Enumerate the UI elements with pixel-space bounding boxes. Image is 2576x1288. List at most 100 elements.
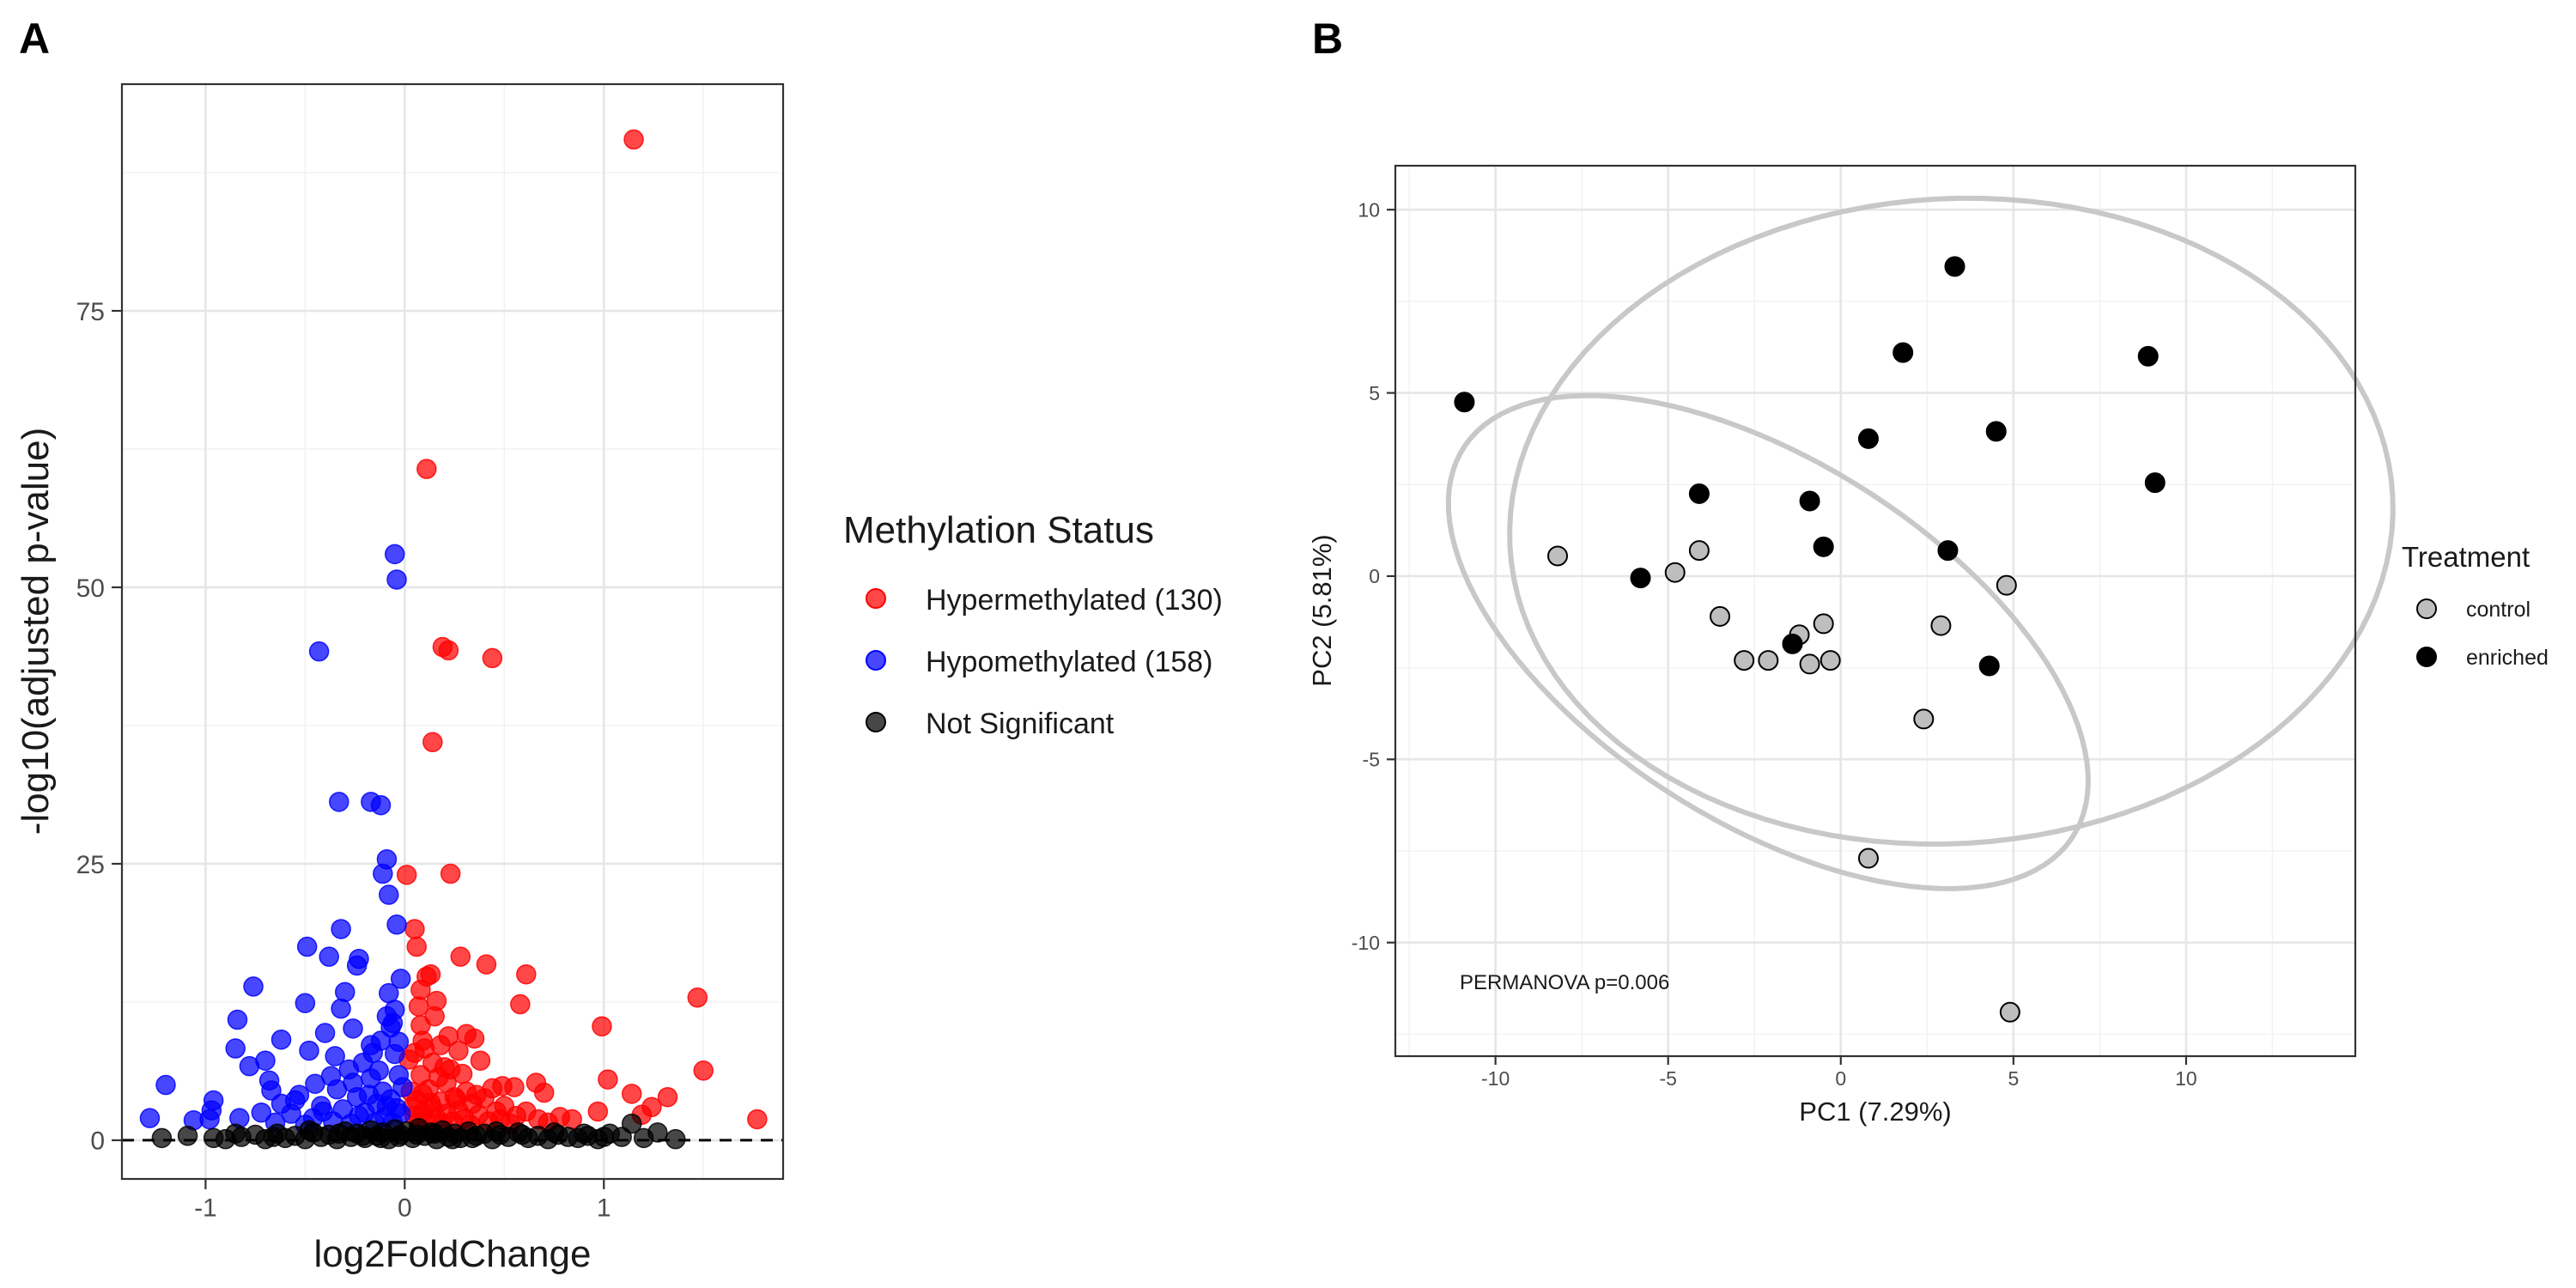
point-hypermethylated — [410, 980, 431, 1000]
point-hypomethylated — [295, 993, 316, 1013]
point-not-significant — [329, 1123, 349, 1144]
point-control — [1930, 615, 1952, 636]
point-hypermethylated — [533, 1082, 555, 1103]
volcano-plot: -1 0 1 0 25 50 75 log2FoldChange -log10(adjust… — [15, 82, 785, 1275]
point-hypermethylated — [422, 732, 443, 753]
y-tick-label: -10 — [1352, 932, 1380, 954]
point-hypomethylated — [379, 884, 399, 905]
panel-label-a: A — [19, 15, 50, 63]
point-hypomethylated — [380, 1017, 401, 1038]
legend-key-not-significant — [866, 712, 886, 732]
point-enriched — [1454, 392, 1475, 413]
legend-key-control — [2416, 598, 2437, 619]
point-enriched — [1893, 342, 1914, 363]
point-hypomethylated — [358, 1084, 380, 1105]
point-not-significant — [424, 1123, 445, 1144]
point-not-significant — [406, 1124, 428, 1145]
point-not-significant — [370, 1127, 392, 1149]
point-hypermethylated — [450, 946, 471, 967]
point-hypermethylated — [747, 1109, 768, 1130]
legend-key-hypomethylated — [866, 650, 886, 671]
point-enriched — [2137, 345, 2159, 367]
point-not-significant — [442, 1128, 463, 1150]
point-hypomethylated — [335, 981, 355, 1003]
point-hypermethylated — [587, 1101, 609, 1122]
point-enriched — [1799, 490, 1820, 512]
point-not-significant — [462, 1127, 483, 1149]
volcano-points — [139, 129, 768, 1150]
y-tick-label: 25 — [76, 851, 105, 879]
point-hypomethylated — [296, 936, 318, 957]
methylation-legend: Methylation Status Hypermethylated (130)… — [843, 509, 1223, 740]
point-control — [1547, 545, 1569, 567]
x-tick-label: 5 — [2008, 1067, 2019, 1090]
point-hypomethylated — [343, 1018, 363, 1039]
point-hypomethylated — [155, 1074, 176, 1096]
point-control — [1913, 708, 1935, 730]
x-tick-label: -5 — [1659, 1067, 1676, 1090]
pca-axis-ticks: -10 -5 0 5 10 -10 -5 0 5 10 — [1352, 198, 2197, 1090]
point-hypomethylated — [384, 999, 405, 1020]
point-control — [1996, 574, 2017, 596]
point-hypomethylated — [346, 955, 368, 976]
point-control — [1710, 605, 1731, 627]
point-not-significant — [486, 1121, 507, 1142]
point-enriched — [1944, 256, 1965, 277]
point-hypomethylated — [362, 1042, 383, 1063]
point-hypermethylated — [414, 1038, 435, 1059]
point-enriched — [1630, 568, 1651, 589]
point-hypomethylated — [331, 998, 351, 1019]
point-control — [1688, 540, 1710, 562]
point-control — [1799, 653, 1820, 675]
point-hypomethylated — [325, 1046, 345, 1066]
point-not-significant — [177, 1126, 198, 1146]
methylation-legend-title: Methylation Status — [843, 509, 1154, 551]
point-not-significant — [151, 1127, 173, 1149]
point-hypermethylated — [408, 996, 429, 1017]
point-hypermethylated — [516, 963, 537, 985]
point-not-significant — [544, 1122, 565, 1143]
point-control — [1999, 1001, 2020, 1023]
point-hypermethylated — [420, 1092, 441, 1113]
point-hypermethylated — [504, 1077, 525, 1097]
point-hypermethylated — [406, 936, 428, 957]
point-hypermethylated — [424, 1005, 445, 1027]
point-hypermethylated — [510, 993, 531, 1015]
x-tick-label: 10 — [2175, 1067, 2197, 1090]
y-tick-label: 75 — [76, 298, 105, 326]
point-hypermethylated — [404, 919, 425, 939]
volcano-plot-area — [122, 84, 783, 1179]
point-hypomethylated — [392, 1077, 413, 1097]
point-hypomethylated — [390, 969, 411, 989]
point-hypomethylated — [314, 1023, 336, 1043]
point-hypomethylated — [313, 1101, 333, 1122]
pca-x-axis-title: PC1 (7.29%) — [1799, 1097, 1951, 1127]
panel-label-b: B — [1312, 15, 1343, 63]
point-not-significant — [388, 1127, 410, 1147]
x-tick-label: 1 — [597, 1194, 611, 1223]
point-enriched — [1978, 655, 2000, 677]
point-enriched — [1937, 540, 1959, 562]
point-hypermethylated — [416, 459, 437, 479]
x-tick-label: -10 — [1481, 1067, 1510, 1090]
x-tick-label: 0 — [1835, 1067, 1846, 1090]
point-hypomethylated — [329, 792, 349, 812]
point-control — [1820, 650, 1841, 671]
point-control — [1813, 613, 1834, 635]
point-enriched — [1857, 428, 1879, 449]
point-not-significant — [203, 1127, 224, 1149]
legend-key-hypermethylated — [866, 588, 886, 609]
point-hypomethylated — [384, 544, 405, 565]
point-hypermethylated — [621, 1084, 642, 1104]
y-tick-label: 0 — [1369, 565, 1380, 587]
point-hypermethylated — [434, 1057, 455, 1078]
point-hypermethylated — [623, 129, 644, 150]
point-not-significant — [665, 1128, 686, 1150]
point-not-significant — [593, 1127, 615, 1147]
treatment-legend-title: Treatment — [2402, 541, 2530, 573]
point-hypermethylated — [693, 1060, 714, 1081]
point-hypomethylated — [139, 1108, 161, 1128]
point-control — [1758, 650, 1779, 671]
point-not-significant — [225, 1123, 246, 1144]
volcano-y-axis-title: -log10(adjusted p-value) — [15, 428, 57, 835]
